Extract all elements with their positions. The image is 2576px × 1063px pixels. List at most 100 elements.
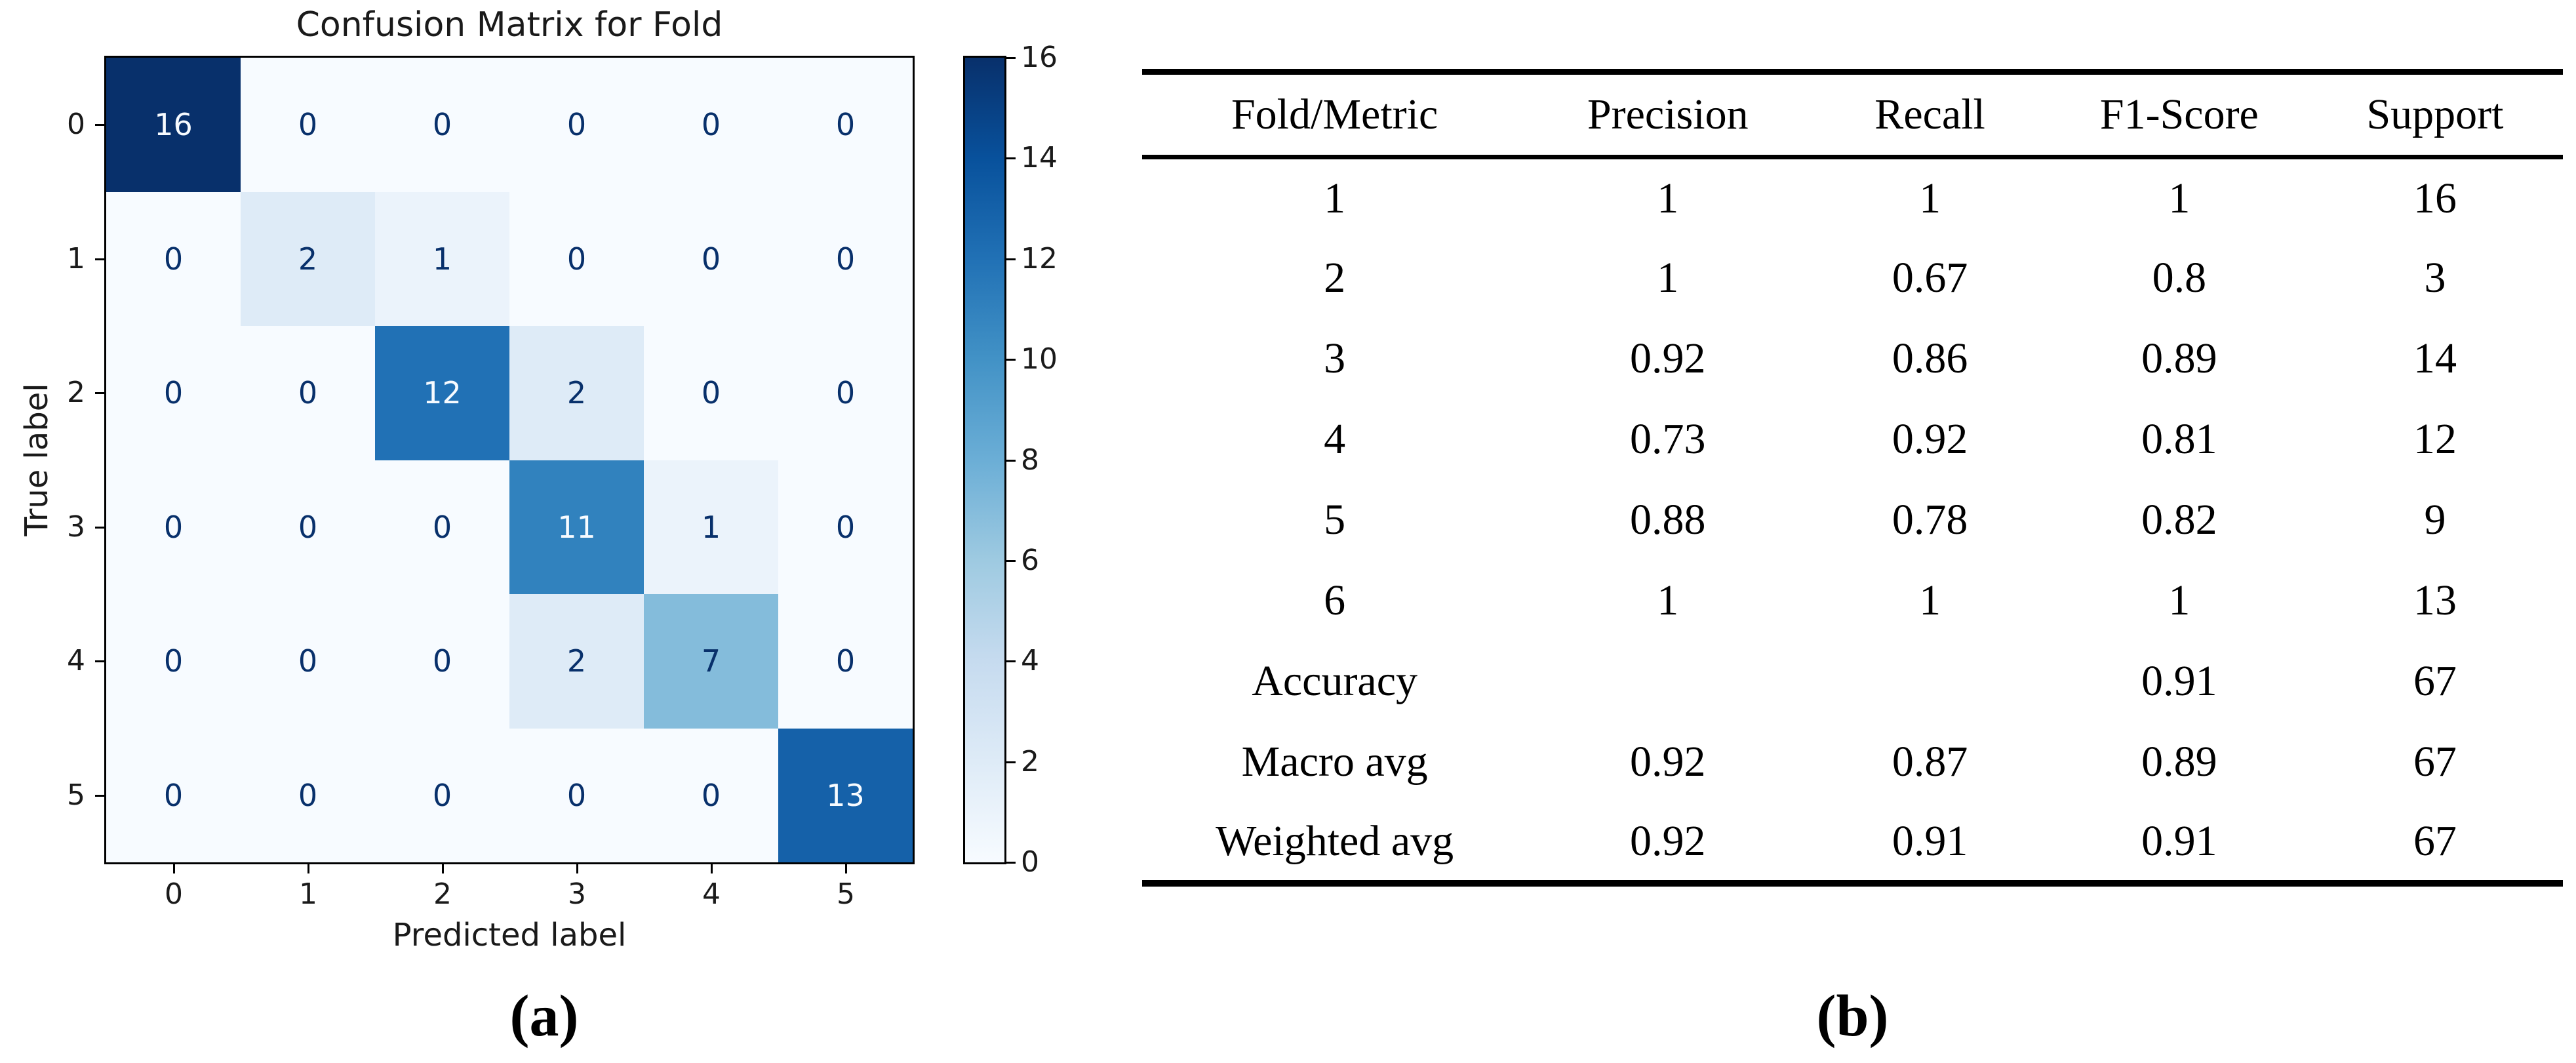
col-header-fold-metric: Fold/Metric: [1231, 90, 1438, 138]
matrix-cell: 0: [106, 191, 241, 326]
y-tick-mark: [95, 123, 104, 126]
cell-recall: 0.78: [1892, 496, 1968, 544]
x-tick-mark: [307, 864, 309, 873]
cell-support: 12: [2413, 415, 2457, 463]
y-tick-label: 5: [67, 778, 85, 812]
cell-fold: 1: [1324, 174, 1346, 222]
cell-f1: 0.91: [2141, 816, 2217, 865]
matrix-cell: 0: [509, 191, 644, 326]
colorbar-tick-label: 0: [1021, 845, 1039, 879]
matrix-cell: 2: [241, 191, 375, 326]
table-header-row: Fold/Metric Precision Recall F1-Score Su…: [1142, 72, 2563, 157]
cell-recall: 0.87: [1892, 738, 1968, 786]
cell-support: 14: [2413, 334, 2457, 382]
cell-recall: [1808, 641, 2051, 722]
cell-fold: 6: [1324, 576, 1346, 624]
y-tick-label: 1: [67, 242, 85, 275]
colorbar-tick-mark: [1006, 358, 1016, 361]
cell-precision: [1527, 641, 1808, 722]
matrix-cell: 0: [375, 594, 509, 729]
colorbar-gradient: [963, 56, 1006, 864]
cell-precision: 0.92: [1630, 816, 1706, 865]
cell-fold: 4: [1324, 415, 1346, 463]
matrix-cell: 0: [778, 594, 913, 729]
y-tick-mark: [95, 526, 104, 529]
cell-fold: 2: [1324, 254, 1346, 302]
matrix-cell: 2: [509, 594, 644, 729]
table-row: 3 0.92 0.86 0.89 14: [1142, 319, 2563, 399]
colorbar-tick-label: 6: [1021, 544, 1039, 577]
matrix-cell: 0: [644, 728, 778, 862]
cell-support: 9: [2424, 496, 2446, 544]
colorbar-tick-label: 2: [1021, 745, 1039, 778]
table-row: 5 0.88 0.78 0.82 9: [1142, 480, 2563, 561]
colorbar-tick-label: 10: [1021, 342, 1058, 376]
cell-support: 67: [2413, 657, 2457, 705]
matrix-cell: 0: [509, 58, 644, 192]
col-header-f1-score: F1-Score: [2099, 90, 2259, 138]
cell-recall: 0.86: [1892, 334, 1968, 382]
matrix-cell: 1: [644, 460, 778, 594]
col-header-precision: Precision: [1587, 90, 1749, 138]
x-tick-label: 5: [837, 877, 855, 911]
subfigure-b-caption: (b): [1816, 984, 1889, 1049]
matrix-cell: 0: [375, 58, 509, 192]
cell-support: 16: [2413, 174, 2457, 222]
colorbar-tick-label: 8: [1021, 443, 1039, 477]
matrix-cell: 0: [106, 326, 241, 460]
matrix-cell: 0: [644, 191, 778, 326]
table-row: Macro avg 0.92 0.87 0.89 67: [1142, 722, 2563, 803]
x-axis-label: Predicted label: [392, 917, 627, 953]
colorbar-tick-label: 14: [1021, 141, 1058, 174]
col-header-support: Support: [2366, 90, 2504, 138]
cell-f1: 0.89: [2141, 334, 2217, 382]
x-tick-mark: [172, 864, 175, 873]
table-row: 4 0.73 0.92 0.81 12: [1142, 399, 2563, 480]
cell-precision: 1: [1657, 174, 1679, 222]
cell-recall: 1: [1919, 576, 1941, 624]
matrix-cell: 13: [778, 728, 913, 862]
cell-precision: 0.73: [1630, 415, 1706, 463]
cell-support: 67: [2413, 738, 2457, 786]
y-tick-mark: [95, 660, 104, 662]
table-row: 2 1 0.67 0.8 3: [1142, 238, 2563, 319]
matrix-cell: 0: [375, 460, 509, 594]
cell-f1: 0.89: [2141, 738, 2217, 786]
metrics-table: Fold/Metric Precision Recall F1-Score Su…: [1142, 69, 2563, 887]
colorbar-tick-mark: [1006, 559, 1016, 562]
cell-precision: 0.92: [1630, 738, 1706, 786]
table-row: 1 1 1 1 16: [1142, 157, 2563, 238]
matrix-cell: 11: [509, 460, 644, 594]
matrix-cell: 0: [106, 728, 241, 862]
cell-f1: 0.8: [2152, 254, 2207, 302]
subfigure-a-caption: (a): [509, 984, 579, 1049]
cell-f1: 0.82: [2141, 496, 2217, 544]
colorbar-tick-label: 16: [1021, 41, 1058, 74]
cell-recall: 0.67: [1892, 254, 1968, 302]
cell-fold: 5: [1324, 496, 1346, 544]
matrix-cell: 0: [375, 728, 509, 862]
cell-precision: 1: [1657, 254, 1679, 302]
matrix-cell: 16: [106, 58, 241, 192]
x-tick-mark: [576, 864, 578, 873]
heatmap-axes: 16 0 0 0 0 0 0 2 1 0 0 0 0 0 12 2 0 0 0 …: [104, 56, 915, 864]
y-tick-label: 3: [67, 510, 85, 544]
x-tick-mark: [844, 864, 847, 873]
colorbar-tick-label: 12: [1021, 242, 1058, 275]
cell-f1: 1: [2168, 174, 2190, 222]
chart-title: Confusion Matrix for Fold: [296, 5, 723, 45]
matrix-cell: 0: [241, 460, 375, 594]
table-row: Weighted avg 0.92 0.91 0.91 67: [1142, 803, 2563, 883]
y-tick-mark: [95, 794, 104, 797]
colorbar-tick-mark: [1006, 861, 1016, 864]
col-header-recall: Recall: [1874, 90, 1985, 138]
colorbar-tick-mark: [1006, 660, 1016, 662]
cell-recall: 0.92: [1892, 415, 1968, 463]
cell-recall: 1: [1919, 174, 1941, 222]
colorbar-tick-mark: [1006, 157, 1016, 159]
matrix-cell: 1: [375, 191, 509, 326]
cell-support: 13: [2413, 576, 2457, 624]
matrix-cell: 0: [778, 460, 913, 594]
y-tick-mark: [95, 258, 104, 260]
y-tick-label: 0: [67, 108, 85, 141]
